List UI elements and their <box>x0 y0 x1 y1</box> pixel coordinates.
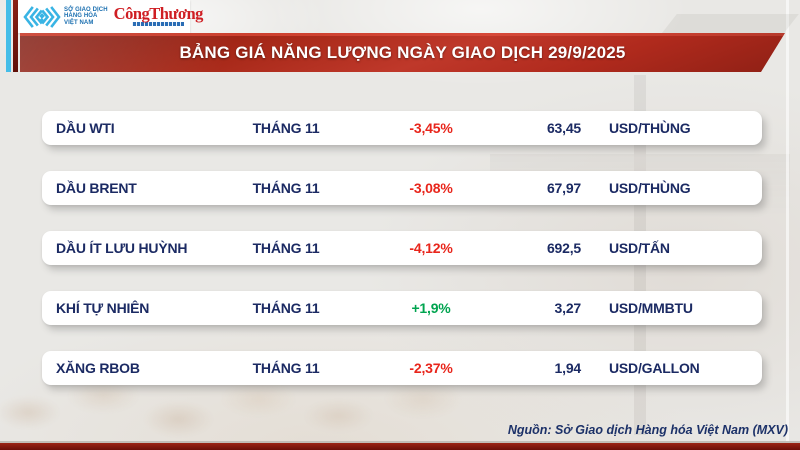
commodity-name: KHÍ TỰ NHIÊN <box>56 300 150 316</box>
contract-month: THÁNG 11 <box>252 360 320 376</box>
price-unit: USD/GALLON <box>609 360 700 376</box>
commodity-name: DẦU WTI <box>56 120 115 136</box>
accent-stripe-red <box>13 0 18 72</box>
mxv-logo-icon <box>23 5 61 28</box>
price-value: 3,27 <box>554 300 582 316</box>
contract-month: THÁNG 11 <box>252 120 320 136</box>
accent-stripe-blue <box>6 0 11 72</box>
congthuong-logo-subbar <box>132 22 185 26</box>
table-row-khi-tu-nhien: KHÍ TỰ NHIÊN THÁNG 11 +1,9% 3,27 USD/MMB… <box>42 291 762 325</box>
change-percent: +1,9% <box>411 300 451 316</box>
commodity-name: DẦU BRENT <box>56 180 137 196</box>
price-unit: USD/TẤN <box>609 240 670 256</box>
source-attribution: Nguồn: Sở Giao dịch Hàng hóa Việt Nam (M… <box>507 423 788 437</box>
price-unit: USD/THÙNG <box>609 180 691 196</box>
change-percent: -3,08% <box>409 180 453 196</box>
change-percent: -2,37% <box>409 360 453 376</box>
price-value: 692,5 <box>546 240 581 256</box>
background-coffee-beans-photo <box>0 375 470 443</box>
price-value: 67,97 <box>546 180 581 196</box>
mxv-logo-line3: VIỆT NAM <box>64 19 94 26</box>
banner-shadow-shape <box>662 14 799 33</box>
commodity-name: DẦU ÍT LƯU HUỲNH <box>56 240 188 256</box>
table-row-dau-it-luu-huynh: DẦU ÍT LƯU HUỲNH THÁNG 11 -4,12% 692,5 U… <box>42 231 762 265</box>
price-value: 63,45 <box>546 120 581 136</box>
background-photo-seam <box>786 0 789 443</box>
price-table: DẦU WTI THÁNG 11 -3,45% 63,45 USD/THÙNG … <box>42 111 762 385</box>
contract-month: THÁNG 11 <box>252 180 320 196</box>
mxv-logo-text: SỞ GIAO DỊCH HÀNG HÓA VIỆT NAM <box>64 7 108 27</box>
bottom-accent-bar <box>0 443 800 450</box>
change-percent: -4,12% <box>409 240 453 256</box>
change-percent: -3,45% <box>409 120 453 136</box>
mxv-logo-line1: SỞ GIAO DỊCH <box>64 6 108 13</box>
congthuong-logo-text: CôngThương <box>113 4 204 23</box>
mxv-logo-line2: HÀNG HÓA <box>64 13 98 20</box>
price-value: 1,94 <box>554 360 582 376</box>
table-row-dau-wti: DẦU WTI THÁNG 11 -3,45% 63,45 USD/THÙNG <box>42 111 762 145</box>
contract-month: THÁNG 11 <box>252 240 320 256</box>
contract-month: THÁNG 11 <box>252 300 320 316</box>
price-unit: USD/MMBTU <box>609 300 693 316</box>
title-banner: BẢNG GIÁ NĂNG LƯỢNG NGÀY GIAO DỊCH 29/9/… <box>20 33 785 72</box>
table-row-xang-rbob: XĂNG RBOB THÁNG 11 -2,37% 1,94 USD/GALLO… <box>42 351 762 385</box>
commodity-name: XĂNG RBOB <box>56 360 140 376</box>
table-row-dau-brent: DẦU BRENT THÁNG 11 -3,08% 67,97 USD/THÙN… <box>42 171 762 205</box>
congthuong-logo: CôngThương <box>113 4 204 26</box>
header-logo-box: SỞ GIAO DỊCH HÀNG HÓA VIỆT NAM CôngThươn… <box>18 0 203 33</box>
price-unit: USD/THÙNG <box>609 120 691 136</box>
page-title: BẢNG GIÁ NĂNG LƯỢNG NGÀY GIAO DỊCH 29/9/… <box>179 42 626 62</box>
